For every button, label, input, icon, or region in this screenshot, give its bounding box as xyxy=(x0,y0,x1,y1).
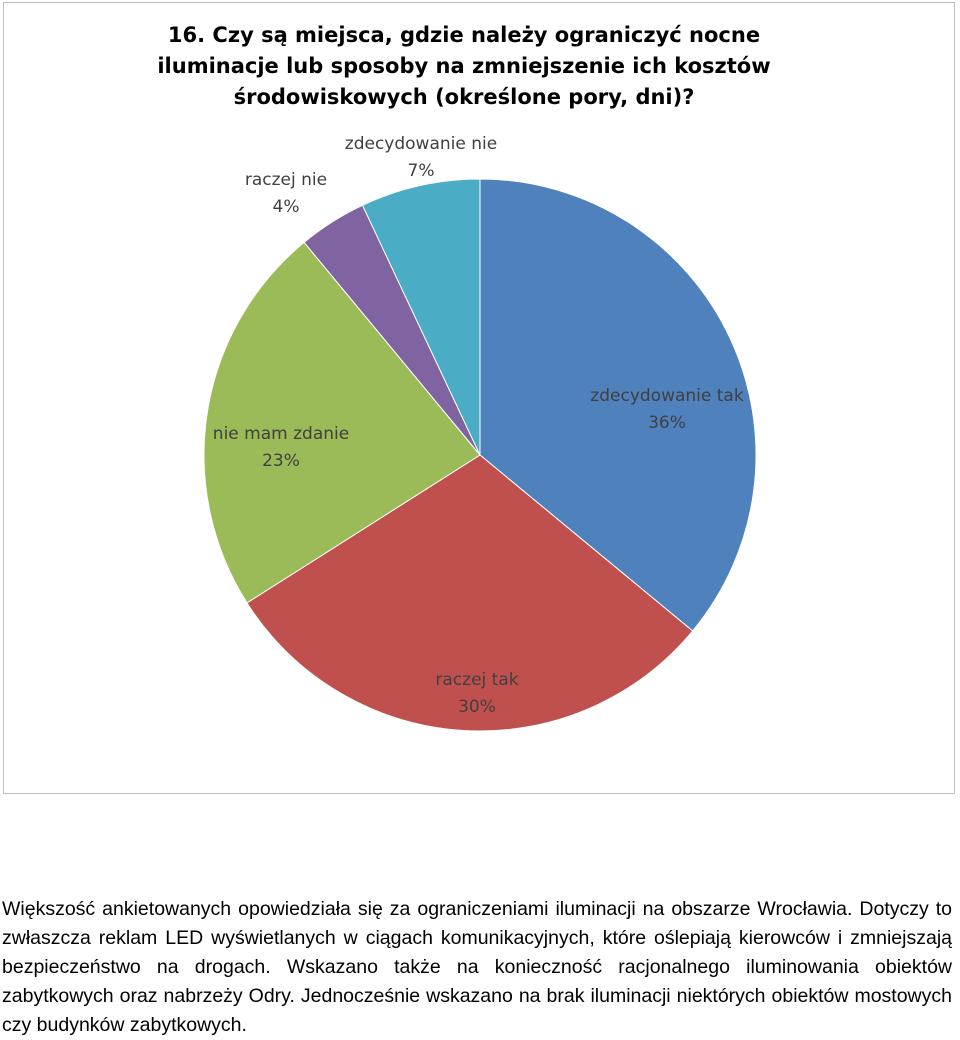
slice-label-zdecydowanie-nie: zdecydowanie nie xyxy=(345,134,497,154)
chart-title: 16. Czy są miejsca, gdzie należy ogranic… xyxy=(157,23,771,109)
slice-value-raczej-tak: 30% xyxy=(458,697,496,717)
slice-value-raczej-nie: 4% xyxy=(273,197,300,217)
pie-slice-nie-mam-zdanie xyxy=(203,241,481,604)
chart-frame: 16. Czy są miejsca, gdzie należy ogranic… xyxy=(3,2,955,794)
slice-label-zdecydowanie-tak: zdecydowanie tak xyxy=(590,386,744,406)
pie-chart: zdecydowanie tak 36% raczej tak 30% nie mam … xyxy=(203,134,757,732)
slice-value-nie-mam-zdanie: 23% xyxy=(262,451,300,471)
caption-paragraph: Większość ankietowanych opowiedziała się… xyxy=(2,898,952,1036)
pie-slice-raczej-tak xyxy=(246,454,694,732)
pie-slice-zdecydowanie-nie xyxy=(361,178,481,456)
pie-slice-zdecydowanie-tak xyxy=(479,178,757,632)
slice-label-raczej-tak: raczej tak xyxy=(435,670,518,690)
slice-value-zdecydowanie-tak: 36% xyxy=(648,413,686,433)
slice-value-zdecydowanie-nie: 7% xyxy=(408,161,435,181)
slice-label-nie-mam-zdanie: nie mam zdanie xyxy=(213,424,349,444)
slice-label-raczej-nie: raczej nie xyxy=(245,170,327,190)
